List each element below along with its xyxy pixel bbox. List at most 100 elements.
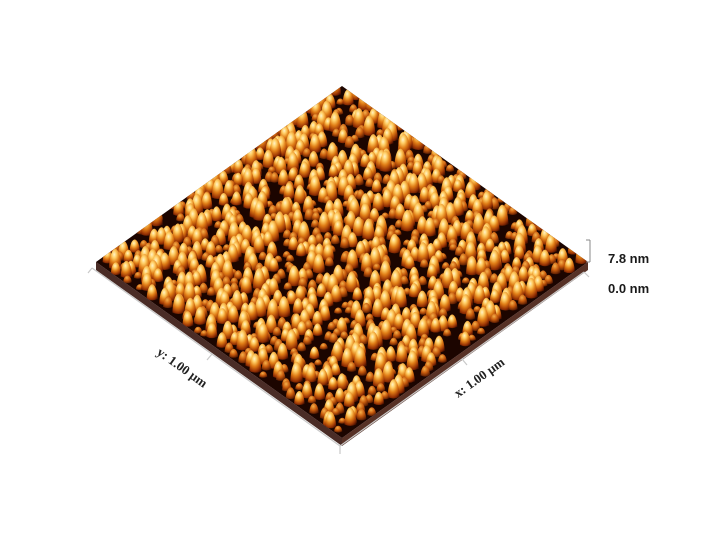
grain-peak bbox=[475, 257, 488, 276]
grain-peak bbox=[223, 180, 235, 197]
grain-peak bbox=[334, 425, 343, 433]
grain-peak bbox=[393, 229, 402, 236]
grain-peak bbox=[394, 286, 407, 308]
grain-peak bbox=[314, 359, 323, 366]
grain-peak bbox=[367, 407, 377, 416]
grain-peak bbox=[313, 383, 326, 400]
grain-peak bbox=[265, 314, 278, 333]
grain-peak bbox=[439, 294, 451, 312]
grain-peak bbox=[276, 369, 286, 381]
grain-peak bbox=[365, 313, 374, 322]
grain-peak bbox=[312, 311, 323, 326]
grain-peak bbox=[330, 284, 342, 303]
grain-peak bbox=[183, 281, 196, 303]
grain-peak bbox=[330, 234, 340, 245]
grain-peak bbox=[419, 307, 428, 315]
grain-peak bbox=[362, 115, 376, 136]
grain-peak bbox=[352, 216, 365, 237]
grain-peak bbox=[345, 114, 355, 126]
grain-peak bbox=[477, 327, 486, 335]
grain-peak bbox=[294, 285, 306, 302]
grain-peak bbox=[374, 352, 387, 373]
grain-peak bbox=[255, 147, 266, 160]
grain-peak bbox=[329, 86, 341, 96]
grain-peak bbox=[302, 195, 315, 214]
grain-peak bbox=[266, 298, 280, 321]
grain-peak bbox=[242, 168, 255, 188]
grain-peak bbox=[328, 164, 339, 178]
grain-peak bbox=[269, 137, 282, 158]
grain-peak bbox=[464, 210, 475, 223]
grain-peak bbox=[268, 204, 278, 216]
grain-peak bbox=[367, 331, 380, 350]
grain-peak bbox=[473, 285, 486, 305]
grain-peak bbox=[309, 346, 320, 360]
grain-peak bbox=[238, 351, 249, 364]
grain-peak bbox=[309, 403, 319, 414]
grain-peak bbox=[489, 273, 499, 284]
grain-peak bbox=[518, 294, 528, 305]
grain-peak bbox=[495, 204, 509, 226]
surface-grains bbox=[102, 86, 588, 433]
grain-peak bbox=[283, 182, 295, 200]
grain-peak bbox=[110, 262, 121, 275]
grain-peak bbox=[262, 149, 275, 168]
grain-peak bbox=[307, 395, 317, 404]
grain-peak bbox=[376, 383, 386, 392]
grain-peak bbox=[301, 382, 313, 399]
grain-peak bbox=[401, 307, 412, 323]
grain-peak bbox=[218, 193, 229, 206]
grain-peak bbox=[362, 166, 374, 181]
grain-peak bbox=[344, 136, 355, 149]
grain-peak bbox=[401, 209, 414, 232]
grain-peak bbox=[369, 208, 380, 222]
grain-peak bbox=[282, 229, 292, 239]
grain-peak bbox=[511, 257, 522, 270]
grain-peak bbox=[342, 89, 354, 106]
grain-peak bbox=[276, 343, 289, 360]
grain-peak bbox=[472, 213, 486, 235]
grain-peak bbox=[465, 308, 476, 320]
grain-peak bbox=[216, 332, 228, 348]
grain-peak bbox=[304, 208, 315, 221]
grain-peak bbox=[575, 243, 588, 265]
grain-peak bbox=[328, 377, 339, 390]
grain-peak bbox=[240, 276, 253, 294]
grain-peak bbox=[357, 365, 367, 376]
grain-peak bbox=[517, 266, 529, 282]
grain-peak bbox=[293, 174, 305, 190]
grain-peak bbox=[525, 277, 538, 299]
grain-peak bbox=[303, 319, 314, 331]
grain-peak bbox=[371, 298, 384, 318]
grain-peak bbox=[447, 314, 458, 329]
grain-peak bbox=[319, 304, 331, 321]
grain-peak bbox=[380, 319, 393, 340]
grain-peak bbox=[412, 160, 423, 176]
grain-peak bbox=[193, 326, 203, 334]
grain-peak bbox=[283, 282, 292, 290]
grain-peak bbox=[332, 219, 344, 236]
grain-peak bbox=[379, 260, 392, 282]
grain-peak bbox=[381, 188, 394, 208]
grain-peak bbox=[200, 330, 209, 337]
grain-peak bbox=[230, 277, 239, 285]
z-max-label: 7.8 nm bbox=[608, 251, 649, 266]
grain-peak bbox=[253, 200, 266, 221]
grain-peak bbox=[231, 290, 244, 311]
grain-peak bbox=[319, 148, 329, 159]
grain-peak bbox=[302, 335, 312, 345]
grain-peak bbox=[322, 243, 334, 261]
grain-peak bbox=[329, 332, 339, 343]
grain-peak bbox=[269, 172, 280, 183]
grain-peak bbox=[438, 354, 447, 363]
grain-peak bbox=[252, 268, 266, 290]
grain-peak bbox=[231, 191, 242, 206]
grain-peak bbox=[171, 223, 184, 243]
grain-peak bbox=[295, 383, 304, 391]
grain-peak bbox=[372, 263, 381, 271]
grain-peak bbox=[236, 329, 249, 351]
grain-peak bbox=[298, 277, 308, 289]
grain-peak bbox=[389, 269, 403, 291]
grain-peak bbox=[365, 371, 375, 383]
grain-peak bbox=[287, 152, 300, 172]
